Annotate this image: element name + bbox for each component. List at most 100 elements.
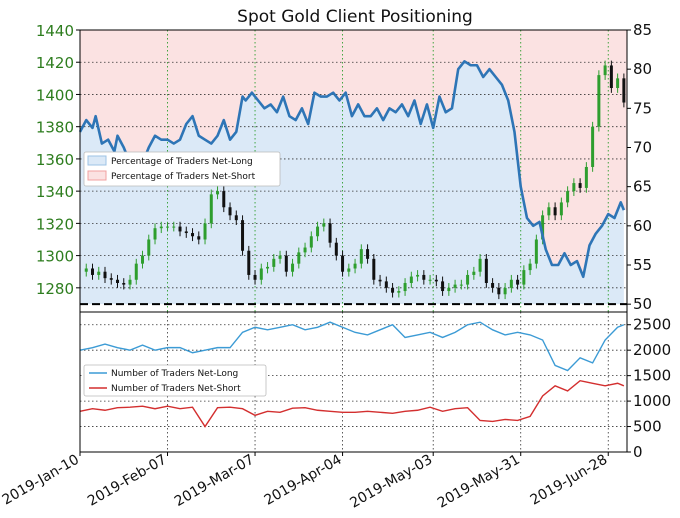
candle-body (316, 226, 320, 237)
candle-body (497, 287, 501, 295)
legend-swatch-short (87, 170, 107, 181)
x-tick-label: 2019-Jun-28 (528, 452, 611, 509)
y-left-tick-label: 1300 (36, 248, 74, 266)
candle-body (559, 202, 563, 216)
candle-body (566, 191, 570, 203)
candle-body (253, 274, 257, 280)
y-left-tick-label: 1280 (36, 280, 74, 298)
y-right-tick-label: 50 (633, 295, 652, 313)
y-lower-tick-label: 0 (633, 443, 643, 461)
candle-body (284, 255, 288, 272)
traders-long-line (79, 321, 625, 372)
lower-frame (79, 311, 628, 453)
candle-body (484, 258, 488, 283)
lower-panel: 0 500 1000 1500 2000 2500 Number of Traders Ne… (79, 311, 671, 461)
y-left-tick-label: 1380 (36, 119, 74, 137)
candle-body (422, 274, 426, 280)
candle-body (491, 282, 495, 288)
y-right-tick-label: 85 (633, 21, 652, 39)
candle-body (197, 236, 201, 240)
candle-body (303, 247, 307, 253)
candle-body (478, 258, 482, 272)
candle-body (359, 249, 363, 264)
candle-body (153, 228, 157, 240)
y-left-tick-label: 1320 (36, 215, 74, 233)
y-lower-tick-label: 1000 (633, 392, 671, 410)
candle-body (109, 278, 113, 280)
candle-body (503, 287, 507, 295)
y-left-tick-label: 1360 (36, 151, 74, 169)
upper-legend: Percentage of Traders Net-Long Percentage… (83, 151, 281, 187)
legend-box (83, 151, 281, 187)
candle-body (291, 263, 295, 272)
legend-swatch-long (87, 155, 107, 166)
candle-body (178, 226, 182, 232)
candle-body (472, 271, 476, 275)
y-right-tick-label: 75 (633, 99, 652, 117)
candle-body (353, 263, 357, 269)
candle-body (184, 231, 188, 234)
y-right-tick-label: 70 (633, 139, 652, 157)
candle-body (309, 236, 313, 248)
y-left-tick-label: 1400 (36, 86, 74, 104)
candle-body (141, 255, 145, 264)
candle-body (172, 226, 176, 228)
candle-body (447, 287, 451, 292)
candle-body (91, 268, 95, 275)
candle-body (384, 281, 388, 288)
candle-body (522, 270, 526, 285)
candle-body (441, 281, 445, 292)
candle-body (266, 266, 270, 269)
candle-body (191, 233, 195, 237)
y-right-tick-label: 55 (633, 256, 652, 274)
y-left-tick-label: 1440 (36, 22, 74, 40)
candle-body (391, 287, 395, 293)
candle-body (341, 255, 345, 272)
candle-body (84, 268, 88, 272)
candle-body (272, 258, 276, 267)
y-lower-tick-label: 1500 (633, 367, 671, 385)
candle-body (147, 239, 151, 256)
legend-box (83, 364, 267, 397)
candle-body (222, 191, 226, 208)
x-tick-label: 2019-May-31 (435, 452, 523, 512)
candle-body (416, 274, 420, 277)
net-long-area (80, 61, 624, 305)
candle-body (216, 191, 220, 195)
candle-body (97, 271, 101, 275)
y-left-tick-label: 1420 (36, 54, 74, 72)
candle-body (378, 279, 382, 282)
y-lower-tick-label: 2000 (633, 341, 671, 359)
y-right-tick-label: 60 (633, 217, 652, 235)
y-left-tick-label: 1340 (36, 183, 74, 201)
candle-body (128, 279, 132, 285)
candle-body (322, 223, 326, 227)
candle-body (122, 282, 126, 285)
net-short-area (80, 30, 627, 277)
y-right-tick-label: 80 (633, 60, 652, 78)
candle-body (159, 226, 163, 229)
candle-body (334, 242, 338, 256)
candle-body (241, 220, 245, 251)
candle-body (434, 279, 438, 282)
candle-body (597, 75, 601, 127)
candle-body (403, 282, 407, 292)
candle-body (209, 194, 213, 224)
candle-body (234, 215, 238, 221)
candle-body (297, 252, 301, 264)
candle-body (328, 223, 332, 243)
candle-body (547, 207, 551, 216)
x-tick-label: 2019-Apr-04 (262, 452, 345, 509)
candle-body (228, 207, 232, 216)
candle-body (591, 126, 595, 167)
y-right-tick-label: 65 (633, 178, 652, 196)
legend-label-short: Percentage of Traders Net-Short (111, 172, 256, 182)
candle-body (616, 78, 620, 89)
candle-body (609, 65, 613, 89)
candle-body (372, 258, 376, 280)
candle-body (103, 271, 107, 279)
candle-body (603, 65, 607, 76)
candle-body (116, 279, 120, 283)
candle-body (553, 207, 557, 216)
